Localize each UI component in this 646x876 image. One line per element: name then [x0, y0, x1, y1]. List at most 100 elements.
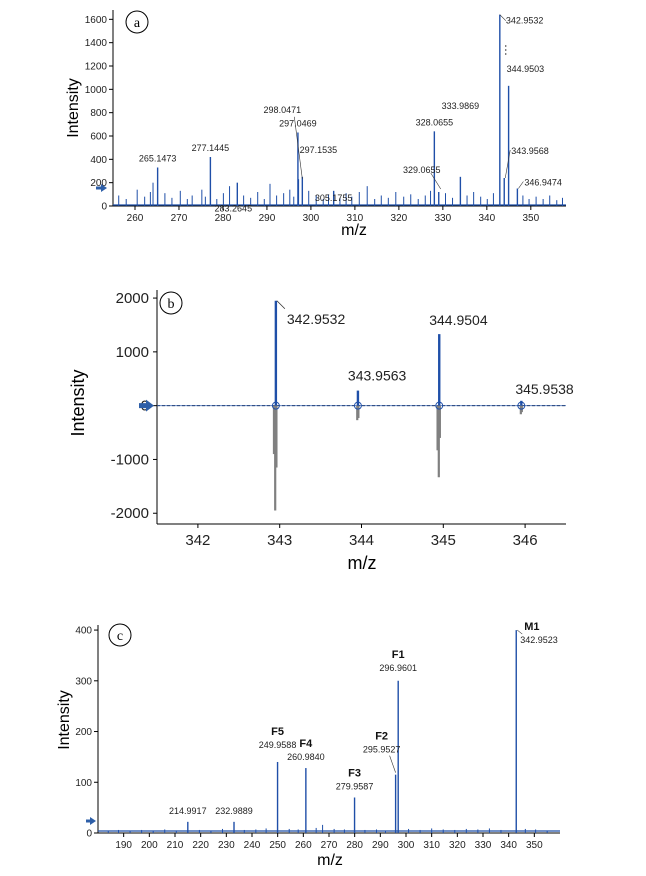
peak-marker	[353, 401, 362, 410]
x-axis-title: m/z	[317, 852, 343, 869]
chart-panel-c: 0 100 200 300 400 190 200 210 220 230 240 250 260 270…	[56, 621, 560, 869]
x-tick-label: 200	[141, 840, 158, 851]
x-tick-label: 310	[347, 213, 364, 224]
y-tick-label: 1400	[85, 38, 108, 49]
leader-line	[518, 181, 524, 189]
peak-label: 298.0471	[264, 105, 302, 115]
panel-label: a	[134, 16, 141, 31]
x-tick-label: 190	[115, 840, 132, 851]
x-tick-label: 280	[215, 213, 232, 224]
x-tick-label: 300	[303, 213, 320, 224]
leader-line	[276, 300, 286, 310]
peak-label: 214.9917	[169, 806, 207, 816]
peak-label: 329.0655	[403, 165, 441, 175]
y-tick-label: 100	[75, 778, 92, 789]
x-tick-label: 346	[513, 532, 538, 549]
x-tick-label: 320	[391, 213, 408, 224]
x-tick-label: 220	[192, 840, 209, 851]
peak-label: 333.9869	[442, 101, 480, 111]
x-axis-title: m/z	[348, 553, 377, 573]
peak-label: 260.9840	[287, 752, 325, 762]
leader-line	[430, 172, 441, 190]
peak-label: 344.9504	[429, 312, 488, 328]
peak-label: 342.9532	[506, 16, 544, 26]
peak-label: 295.9527	[363, 745, 401, 755]
baseline-arrow-icon	[139, 399, 154, 412]
peak-label: 249.9588	[259, 740, 297, 750]
y-tick-label: 200	[75, 727, 92, 738]
fragment-label: F1	[392, 649, 405, 661]
x-tick-label: 290	[259, 213, 276, 224]
peak-marker	[435, 401, 444, 410]
y-axis-title: Intensity	[56, 690, 73, 750]
x-axis-title: m/z	[341, 222, 367, 239]
fragment-label: M1	[524, 621, 539, 633]
y-tick-label: 800	[90, 108, 107, 119]
x-tick-label: 343	[267, 532, 292, 549]
leader-line	[389, 755, 396, 773]
x-tick-label: 210	[167, 840, 184, 851]
y-tick-label: 1000	[116, 344, 149, 361]
panel-label-circle	[159, 291, 183, 315]
panel-label: b	[168, 297, 175, 312]
y-tick-label: 1000	[85, 85, 108, 96]
peak-label: 345.9538	[515, 381, 574, 397]
leader-line	[294, 116, 303, 179]
peak-label: 328.0655	[416, 117, 454, 127]
y-tick-label: 1600	[85, 15, 108, 26]
fragment-label: F5	[271, 726, 284, 738]
chart-panel-a: 0 200 400 600 800 1000 1200 1400 1600 260 270 280 29…	[65, 10, 566, 239]
y-tick-label: 400	[75, 626, 92, 637]
x-tick-label: 270	[171, 213, 188, 224]
peak-label: 297.1535	[300, 145, 338, 155]
y-tick-label: -2000	[111, 505, 149, 522]
x-tick-label: 330	[435, 213, 452, 224]
panel-label-circle	[125, 10, 149, 34]
peak-label: 342.9523	[520, 635, 558, 645]
peak-label: 232.9889	[215, 806, 253, 816]
leader-line	[504, 149, 511, 179]
x-tick-label: 344	[349, 532, 374, 549]
peak-label: 343.9568	[511, 146, 549, 156]
panel-label: c	[117, 629, 123, 644]
x-tick-label: 350	[522, 213, 539, 224]
y-axis-title: Intensity	[68, 369, 88, 436]
baseline-arrow-icon	[96, 184, 107, 192]
baseline-arrow-icon	[86, 817, 96, 825]
y-tick-label: 1200	[85, 62, 108, 73]
x-tick-label: 320	[449, 840, 466, 851]
x-tick-label: 280	[346, 840, 363, 851]
peak-label: 305.1755	[315, 193, 353, 203]
peak-marker	[271, 401, 280, 410]
peak-label: 344.9503	[507, 64, 545, 74]
x-tick-label: 250	[269, 840, 286, 851]
leader-line	[517, 629, 523, 635]
y-tick-label: 300	[75, 676, 92, 687]
panel-label-circle	[108, 623, 132, 647]
peak-label: 346.9474	[524, 178, 562, 188]
peak-label: 277.1445	[192, 143, 230, 153]
fragment-label: F4	[299, 738, 313, 750]
x-tick-label: 230	[218, 840, 235, 851]
peak-marker	[517, 401, 526, 410]
x-tick-label: 240	[244, 840, 261, 851]
fragment-label: F2	[375, 731, 388, 743]
fragment-label: F3	[348, 767, 361, 779]
y-tick-label: 600	[90, 132, 107, 143]
x-tick-label: 290	[372, 840, 389, 851]
chart-panel-b: -2000-1000010002000342343344345346342.95…	[68, 290, 574, 573]
x-tick-label: 342	[185, 532, 210, 549]
y-tick-label: 2000	[116, 290, 149, 307]
y-tick-label: 200	[90, 178, 107, 189]
peak-label: 342.9532	[287, 311, 346, 327]
y-tick-label: 0	[86, 829, 92, 840]
y-tick-label: -1000	[111, 451, 149, 468]
peak-label: 283.2645	[215, 204, 253, 214]
y-tick-label: 400	[90, 155, 107, 166]
peak-label: 297.0469	[279, 119, 317, 129]
x-tick-label: 330	[475, 840, 492, 851]
peak-label: 296.9601	[379, 663, 417, 673]
x-tick-label: 340	[478, 213, 495, 224]
x-tick-label: 345	[431, 532, 456, 549]
